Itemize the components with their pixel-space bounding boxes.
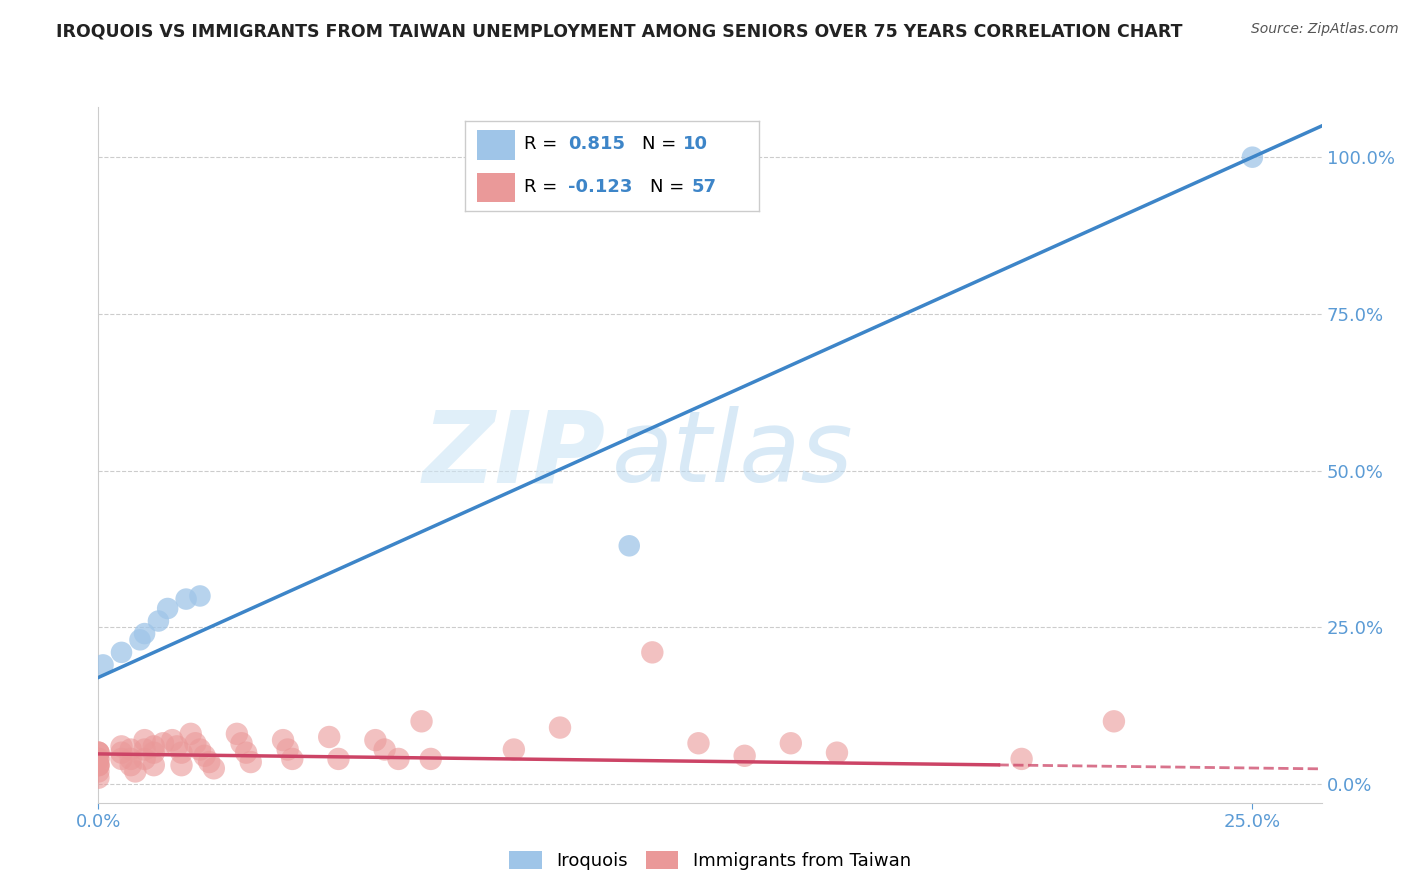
Point xyxy=(184,736,207,750)
Point xyxy=(239,755,262,769)
Point xyxy=(188,589,211,603)
Point xyxy=(419,752,441,766)
Point xyxy=(641,645,664,659)
Point xyxy=(120,758,142,772)
Point xyxy=(87,758,110,772)
Point xyxy=(411,714,433,729)
Text: ZIP: ZIP xyxy=(423,407,606,503)
Point xyxy=(142,739,165,754)
Point xyxy=(1011,752,1033,766)
Point xyxy=(156,601,179,615)
Point xyxy=(87,746,110,760)
Point xyxy=(124,764,146,779)
Point xyxy=(277,742,299,756)
Point xyxy=(318,730,340,744)
Point xyxy=(148,614,170,628)
Point xyxy=(502,742,524,756)
Point xyxy=(548,721,571,735)
Point xyxy=(162,733,184,747)
Point xyxy=(87,758,110,772)
Point xyxy=(1102,714,1125,729)
Point xyxy=(688,736,710,750)
Point xyxy=(374,742,396,756)
Point xyxy=(281,752,304,766)
Point xyxy=(202,761,225,775)
Point xyxy=(87,746,110,760)
Point xyxy=(198,755,221,769)
Legend: Iroquois, Immigrants from Taiwan: Iroquois, Immigrants from Taiwan xyxy=(502,844,918,877)
Point xyxy=(110,752,132,766)
Point xyxy=(225,727,247,741)
Point xyxy=(134,742,156,756)
Point xyxy=(825,746,848,760)
Point xyxy=(271,733,294,747)
Point xyxy=(387,752,409,766)
Point xyxy=(142,758,165,772)
Point xyxy=(152,736,174,750)
Point xyxy=(231,736,253,750)
Point xyxy=(120,752,142,766)
Point xyxy=(166,739,188,754)
Point xyxy=(110,746,132,760)
Point xyxy=(180,727,202,741)
Point xyxy=(174,592,197,607)
Point xyxy=(188,742,211,756)
Point xyxy=(129,632,152,647)
Point xyxy=(194,748,217,763)
Point xyxy=(1241,150,1264,164)
Point xyxy=(235,746,257,760)
Text: Source: ZipAtlas.com: Source: ZipAtlas.com xyxy=(1251,22,1399,37)
Point xyxy=(619,539,641,553)
Point xyxy=(170,746,193,760)
Point xyxy=(170,758,193,772)
Point xyxy=(87,764,110,779)
Text: atlas: atlas xyxy=(612,407,853,503)
Point xyxy=(779,736,801,750)
Point xyxy=(364,733,387,747)
Point xyxy=(142,746,165,760)
Point xyxy=(87,746,110,760)
Point xyxy=(91,657,114,672)
Point xyxy=(734,748,756,763)
Point xyxy=(134,733,156,747)
Point xyxy=(87,752,110,766)
Point xyxy=(328,752,350,766)
Point xyxy=(87,758,110,772)
Point xyxy=(120,742,142,756)
Point xyxy=(134,752,156,766)
Point xyxy=(87,771,110,785)
Point xyxy=(134,626,156,640)
Point xyxy=(87,752,110,766)
Point xyxy=(110,739,132,754)
Text: IROQUOIS VS IMMIGRANTS FROM TAIWAN UNEMPLOYMENT AMONG SENIORS OVER 75 YEARS CORR: IROQUOIS VS IMMIGRANTS FROM TAIWAN UNEMP… xyxy=(56,22,1182,40)
Point xyxy=(110,645,132,659)
